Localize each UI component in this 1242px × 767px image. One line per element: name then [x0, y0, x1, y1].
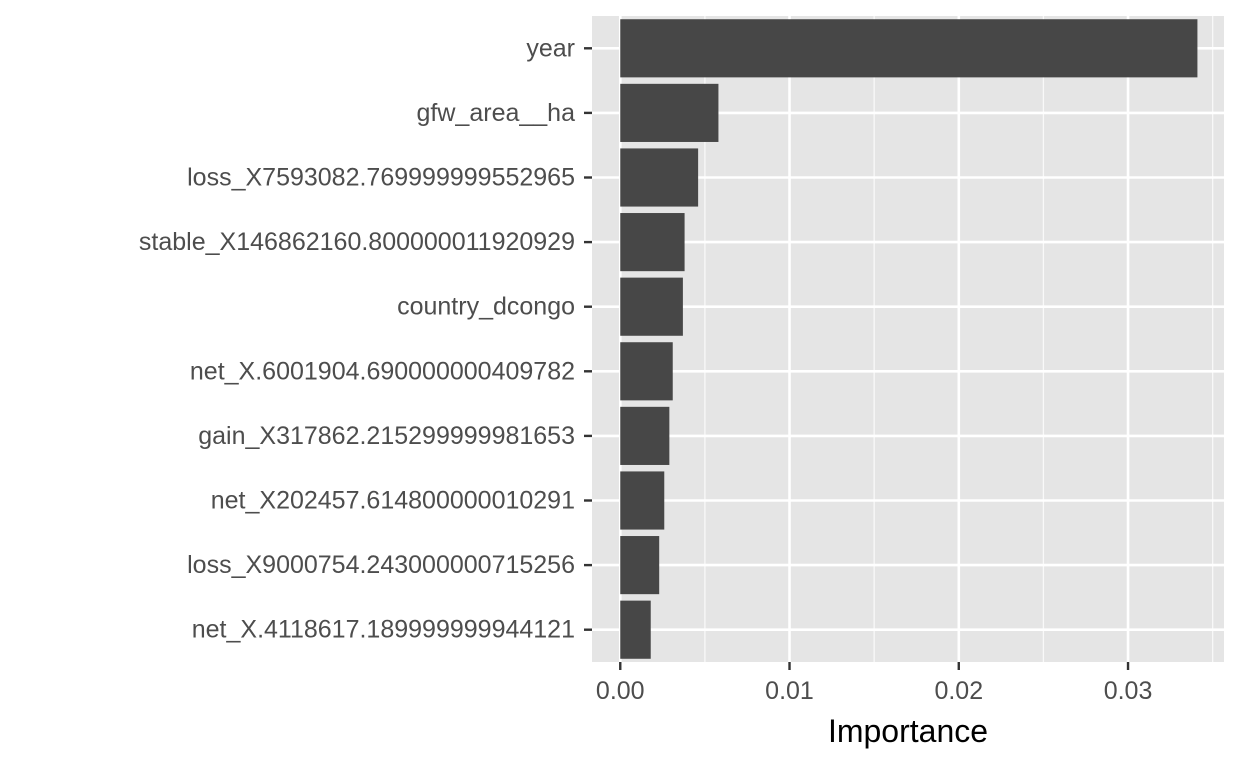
bar-net-x-6001904-690000000409782 [620, 342, 673, 401]
bar-loss-x9000754-243000000715256 [620, 536, 660, 595]
y-tick-label: loss_X7593082.769999999552965 [187, 164, 575, 192]
x-axis-title: Importance [828, 713, 988, 749]
bars [620, 19, 1198, 659]
bar-stable-x146862160-800000011920929 [620, 213, 685, 272]
x-axis: 0.00 0.01 0.02 0.03 [596, 662, 1152, 705]
y-tick-label: gfw_area__ha [417, 99, 576, 127]
y-tick-label: stable_X146862160.800000011920929 [139, 228, 575, 256]
x-tick-label: 0.01 [765, 677, 814, 705]
x-tick-label: 0.03 [1104, 677, 1153, 705]
bar-net-x-4118617-189999999944121 [620, 600, 651, 659]
y-tick-label: year [526, 34, 575, 62]
y-tick-label: gain_X317862.215299999981653 [198, 422, 575, 450]
x-tick-label: 0.02 [934, 677, 983, 705]
y-axis: year gfw_area__ha loss_X7593082.7699999995… [139, 34, 592, 644]
bar-loss-x7593082-769999999552965 [620, 148, 699, 207]
y-tick-label: net_X.4118617.189999999944121 [192, 616, 575, 644]
bar-gfw-area-ha [620, 83, 719, 142]
y-tick-label: country_dcongo [397, 293, 575, 321]
x-tick-label: 0.00 [596, 677, 645, 705]
bar-gain-x317862-215299999981653 [620, 406, 670, 465]
bar-year [620, 19, 1198, 78]
y-tick-label: net_X.6001904.690000000409782 [190, 357, 575, 385]
y-tick-label: net_X202457.614800000010291 [211, 487, 575, 515]
bar-country-dcongo [620, 277, 683, 336]
y-tick-label: loss_X9000754.243000000715256 [187, 551, 575, 579]
bar-net-x202457-614800000010291 [620, 471, 665, 530]
